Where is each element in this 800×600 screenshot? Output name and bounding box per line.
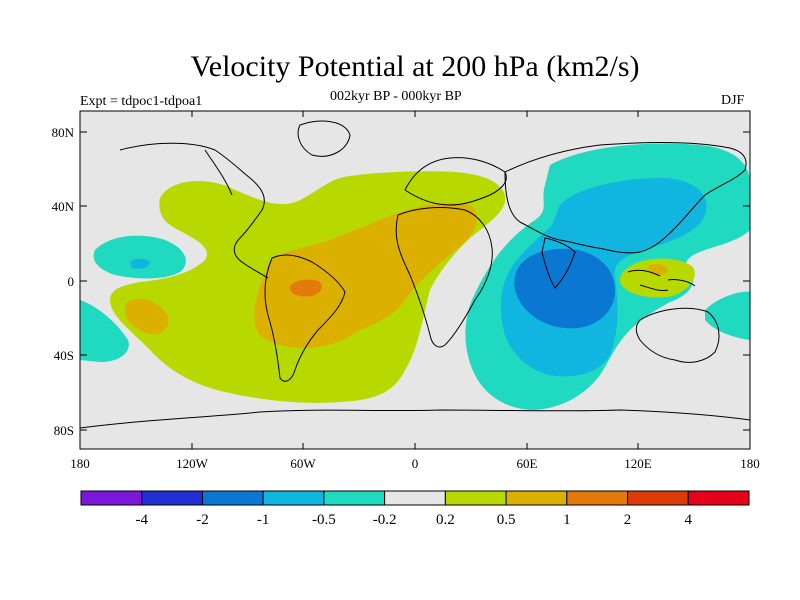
lon-label-180w: 180 [70, 456, 90, 471]
season-label: DJF [721, 93, 745, 108]
lon-label-60e: 60E [517, 456, 538, 471]
colorbar-label: -0.5 [312, 512, 336, 528]
colorbar-label: 2 [624, 512, 632, 528]
colorbar-swatch [627, 490, 689, 506]
lon-label-60w: 60W [290, 456, 316, 471]
colorbar-label: 0.2 [436, 512, 455, 528]
map-panel: 80N 40N 0 40S 80S 180 120W 60W 0 60E 120… [52, 110, 760, 471]
colorbar-swatch [384, 490, 446, 506]
chart-subtitle: 002kyr BP - 000kyr BP [330, 89, 462, 104]
colorbar-swatch [687, 490, 750, 506]
lat-label-80n: 80N [52, 125, 75, 140]
colorbar-label: -4 [135, 512, 148, 528]
contour-fill-positive-maritime [619, 258, 695, 298]
chart-title: Velocity Potential at 200 hPa (km2/s) [190, 50, 640, 83]
contour-fill-negative-atlantic-core [130, 258, 150, 269]
colorbar-swatch [505, 490, 568, 506]
lat-label-40n: 40N [52, 199, 75, 214]
lat-labels: 80N 40N 0 40S 80S [52, 125, 75, 438]
lat-label-0: 0 [68, 274, 75, 289]
colorbar-label: -1 [257, 512, 270, 528]
contour-fill-negative-atlantic [93, 235, 186, 279]
experiment-label: Expt = tdpoc1-tdpoa1 [80, 94, 203, 109]
colorbar-swatch [566, 490, 629, 506]
colorbar-label: 0.5 [497, 512, 516, 528]
contour-fill-negative-sw [80, 300, 129, 362]
lat-label-80s: 80S [54, 423, 74, 438]
colorbar-swatch [444, 490, 507, 506]
lat-label-40s: 40S [54, 348, 74, 363]
lat-ticks [80, 131, 750, 431]
coastlines [80, 120, 750, 429]
lon-ticks [79, 111, 751, 449]
colorbar-swatch [80, 490, 143, 506]
lon-label-0: 0 [412, 456, 419, 471]
contour-fills [80, 120, 750, 429]
colorbar-swatch [141, 490, 203, 506]
colorbar-labels: -4 -2 -1 -0.5 -0.2 0.2 0.5 1 2 4 [135, 512, 692, 528]
contour-fill-positive-pacific [125, 298, 169, 335]
lon-labels: 180 120W 60W 0 60E 120E 180 [70, 456, 760, 471]
contour-fill-positive-peak [289, 279, 322, 297]
colorbar-swatch [262, 490, 325, 506]
colorbar-label: -2 [196, 512, 209, 528]
colorbar-label: 1 [563, 512, 571, 528]
contour-fill-negative-e [705, 291, 750, 340]
colorbar-swatch [323, 490, 386, 506]
colorbar-label: -0.2 [373, 512, 397, 528]
colorbar-label: 4 [685, 512, 693, 528]
lon-label-180e: 180 [740, 456, 760, 471]
colorbar-swatch [201, 490, 264, 506]
contour-fill-negative-core [514, 248, 615, 329]
contour-fill-positive-mid [254, 203, 477, 348]
lon-label-120e: 120E [624, 456, 652, 471]
colorbar [80, 490, 750, 506]
lon-label-120w: 120W [176, 456, 209, 471]
